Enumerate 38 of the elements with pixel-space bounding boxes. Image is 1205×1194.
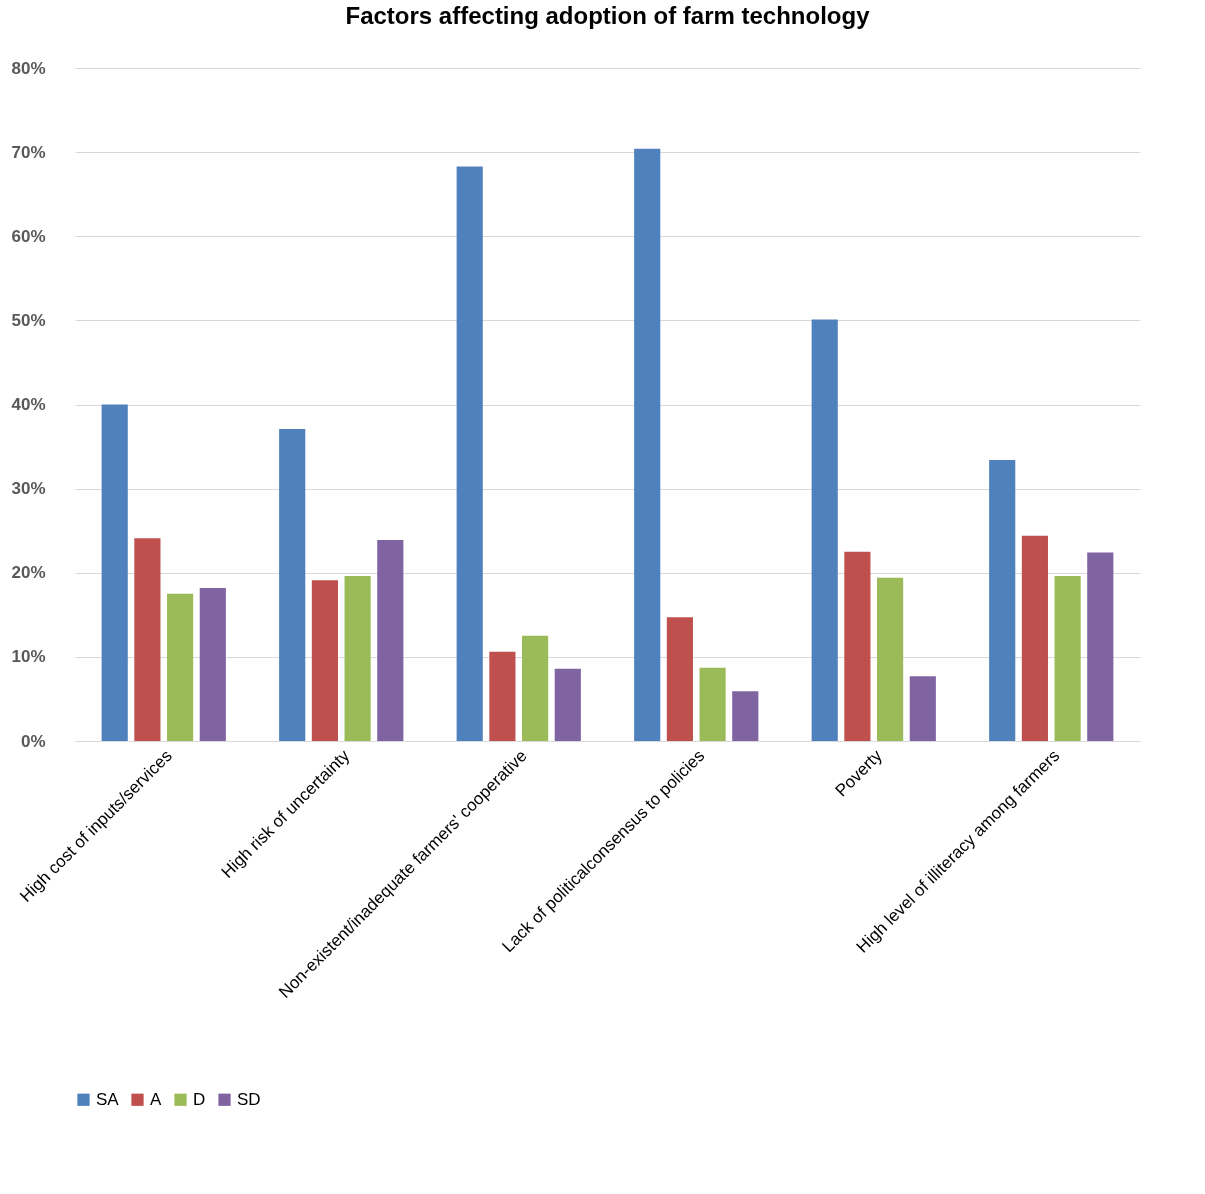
bar xyxy=(666,617,693,741)
bar xyxy=(634,148,661,741)
y-tick-label: 50% xyxy=(11,310,46,330)
legend-label: D xyxy=(193,1089,206,1109)
bar xyxy=(344,576,371,741)
legend-label: A xyxy=(150,1089,162,1109)
bar xyxy=(877,577,904,741)
bar xyxy=(199,587,226,741)
bar xyxy=(456,166,483,741)
bar xyxy=(522,635,549,741)
bar xyxy=(167,593,194,741)
y-tick-label: 10% xyxy=(11,647,46,667)
bar xyxy=(134,538,161,741)
bar xyxy=(732,691,759,741)
bar xyxy=(1087,552,1114,741)
y-tick-label: 30% xyxy=(11,479,46,499)
y-tick-label: 0% xyxy=(20,731,46,751)
chart-title: Factors affecting adoption of farm technology xyxy=(345,2,871,29)
legend-label: SD xyxy=(237,1089,261,1109)
bar xyxy=(377,539,404,741)
bar xyxy=(989,460,1016,741)
bar xyxy=(489,651,516,741)
y-tick-label: 60% xyxy=(11,226,46,246)
bar xyxy=(1054,576,1081,741)
bar xyxy=(699,667,726,741)
y-tick-label: 80% xyxy=(11,58,46,78)
y-tick-label: 70% xyxy=(11,142,46,162)
bar xyxy=(1021,535,1048,741)
y-tick-label: 20% xyxy=(11,563,46,583)
bar xyxy=(311,580,338,741)
bar xyxy=(554,668,581,741)
bar xyxy=(811,319,838,741)
bar xyxy=(844,551,871,741)
bar xyxy=(101,404,128,741)
bar xyxy=(279,428,306,741)
y-tick-label: 40% xyxy=(11,395,46,414)
legend-label: SA xyxy=(96,1089,120,1109)
bar xyxy=(909,676,936,741)
